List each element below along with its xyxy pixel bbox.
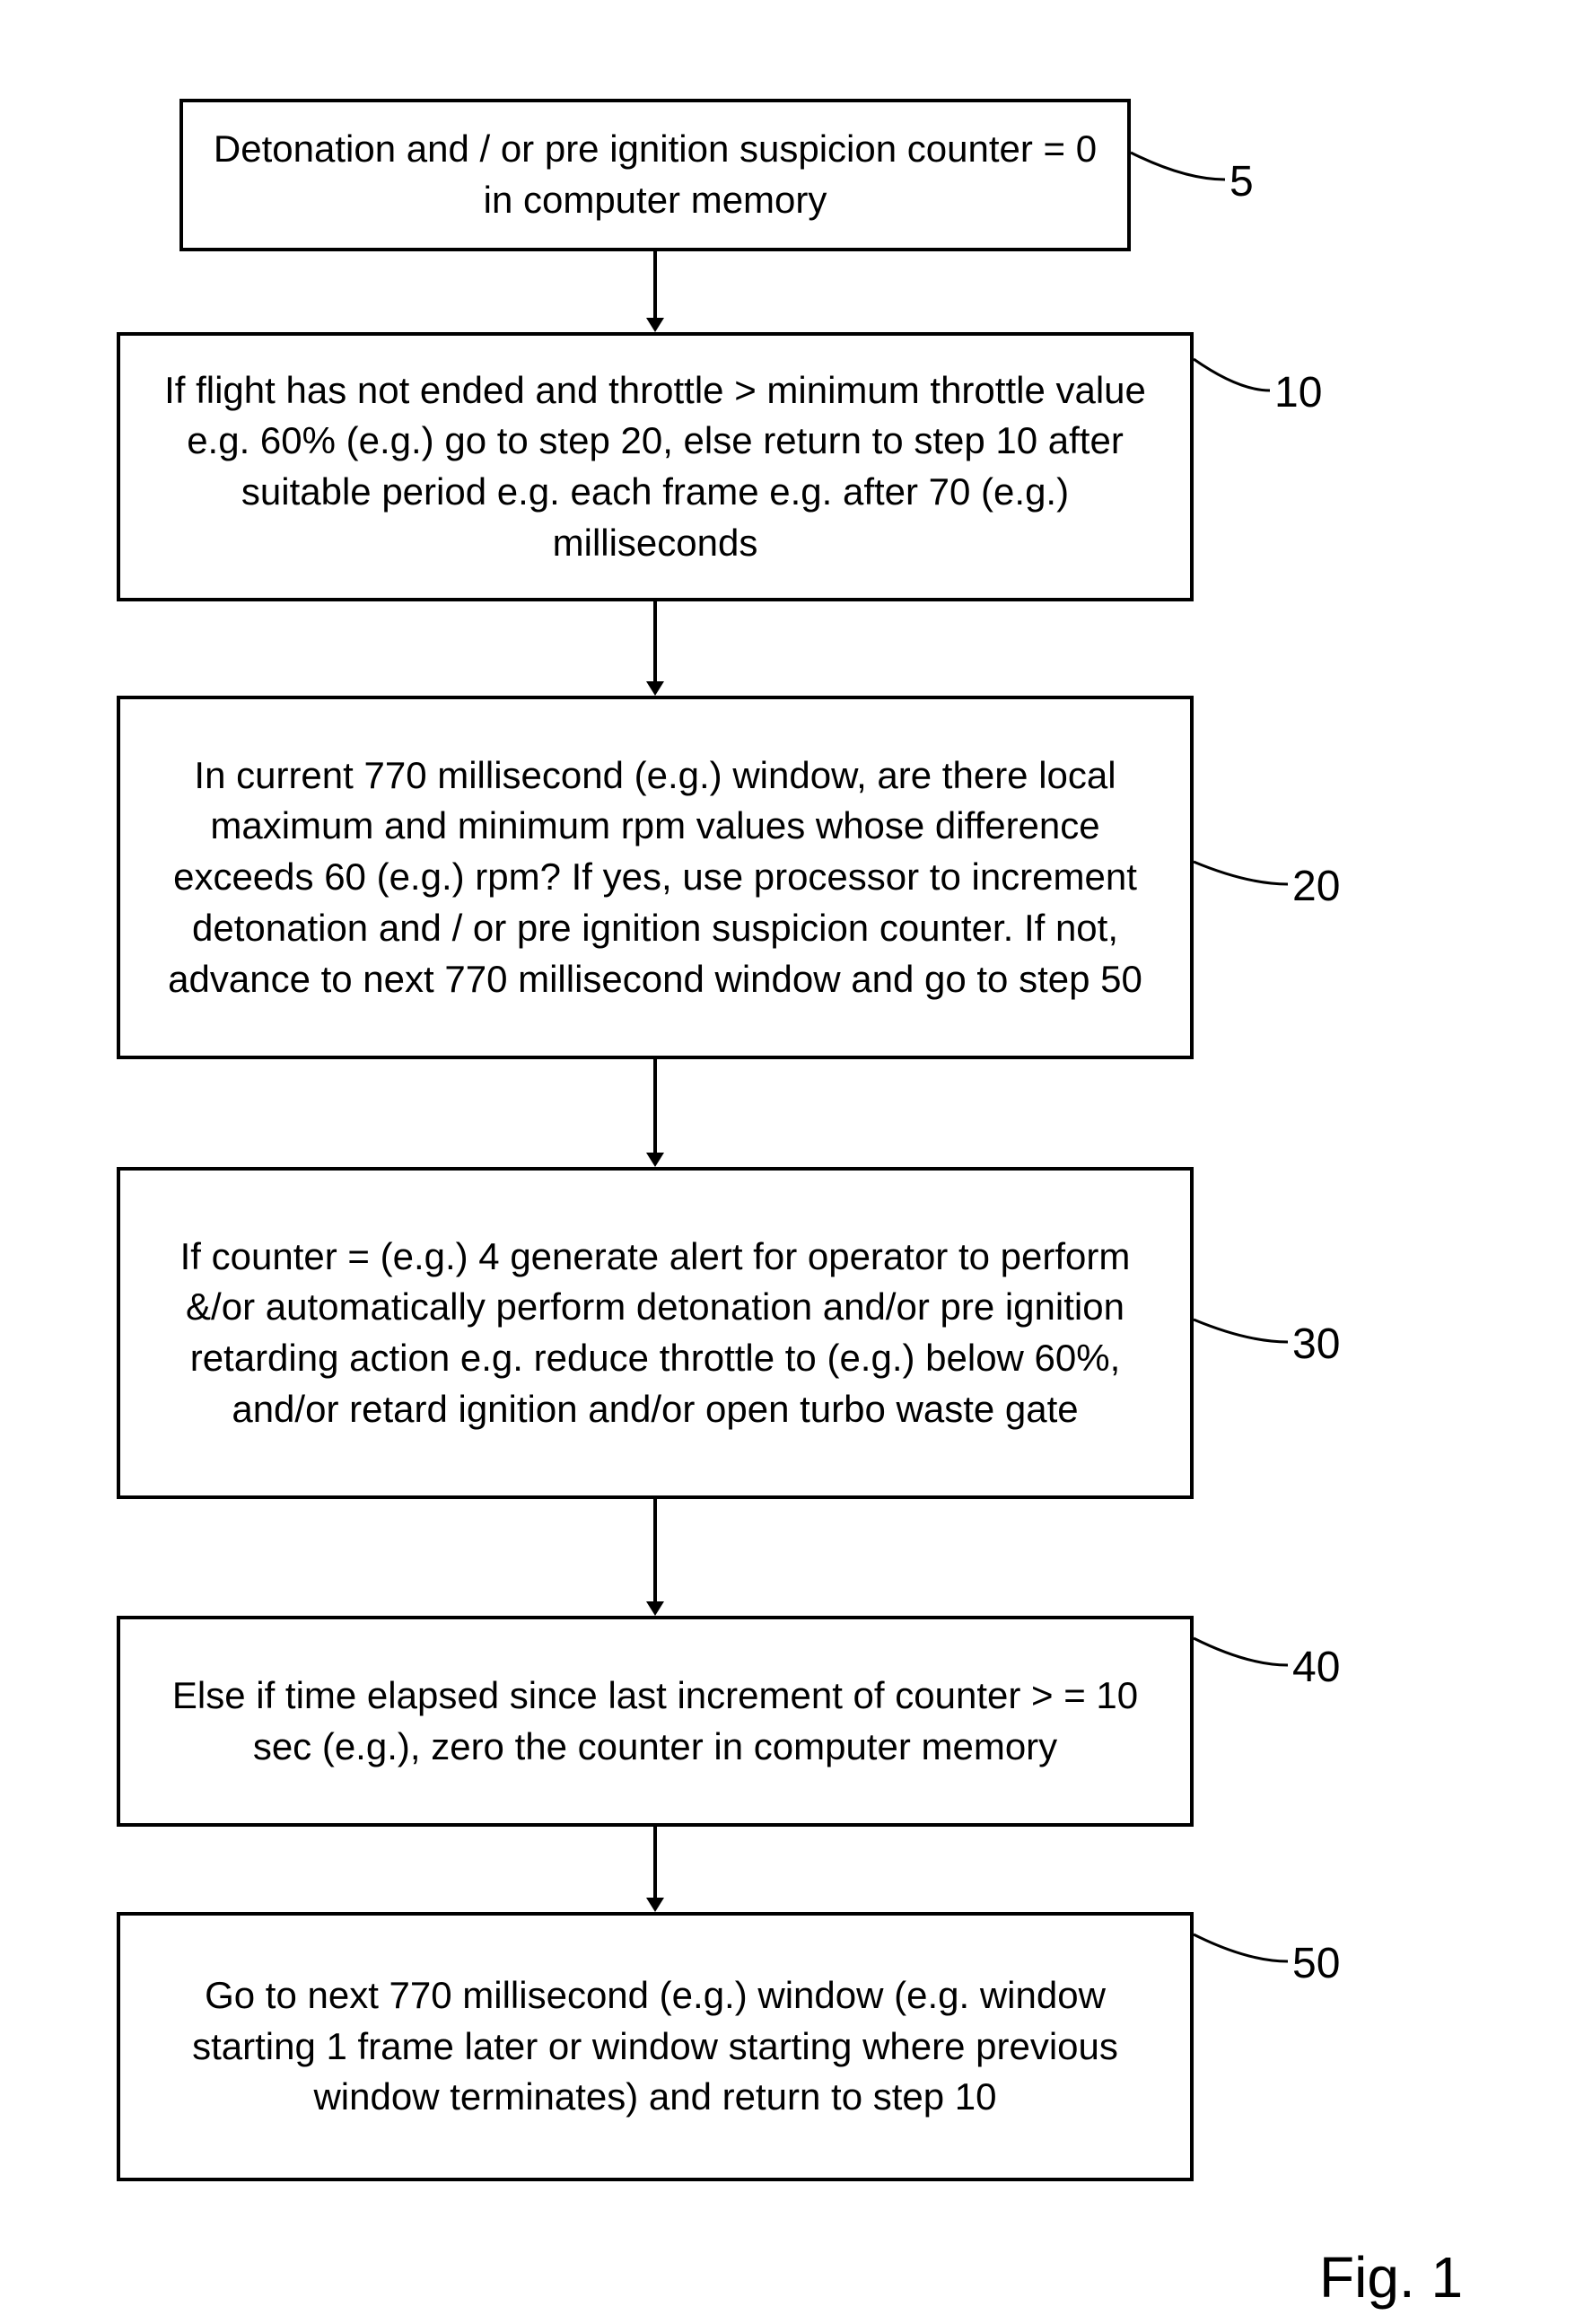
step-label-50: 50 [1292,1939,1340,1988]
arrow-n40-n50 [637,1827,673,1912]
arrow-n10-n20 [637,601,673,696]
step-text: In current 770 millisecond (e.g.) window… [147,750,1163,1004]
step-text: If flight has not ended and throttle > m… [147,365,1163,569]
step-label-40: 40 [1292,1643,1340,1692]
figure-label: Fig. 1 [1319,2244,1463,2311]
flowchart-step-5: Detonation and / or pre ignition suspici… [179,99,1131,251]
leader-line [1189,1930,1292,1966]
arrow-n5-n10 [637,251,673,332]
leader-line [1189,1634,1292,1670]
flowchart-canvas: Detonation and / or pre ignition suspici… [0,0,1584,2324]
step-text: If counter = (e.g.) 4 generate alert for… [147,1232,1163,1435]
step-text: Else if time elapsed since last incremen… [147,1671,1163,1772]
step-text: Detonation and / or pre ignition suspici… [210,124,1100,225]
flowchart-step-40: Else if time elapsed since last incremen… [117,1616,1194,1827]
step-label-5: 5 [1230,157,1254,206]
step-text: Go to next 770 millisecond (e.g.) window… [147,1970,1163,2123]
arrow-n20-n30 [637,1059,673,1167]
flowchart-step-50: Go to next 770 millisecond (e.g.) window… [117,1912,1194,2181]
step-label-20: 20 [1292,862,1340,911]
leader-line [1189,355,1274,395]
step-label-10: 10 [1274,368,1322,417]
leader-line [1189,1315,1292,1346]
leader-line [1126,148,1230,184]
flowchart-step-20: In current 770 millisecond (e.g.) window… [117,696,1194,1059]
leader-line [1189,857,1292,889]
flowchart-step-30: If counter = (e.g.) 4 generate alert for… [117,1167,1194,1499]
step-label-30: 30 [1292,1320,1340,1369]
flowchart-step-10: If flight has not ended and throttle > m… [117,332,1194,601]
arrow-n30-n40 [637,1499,673,1616]
